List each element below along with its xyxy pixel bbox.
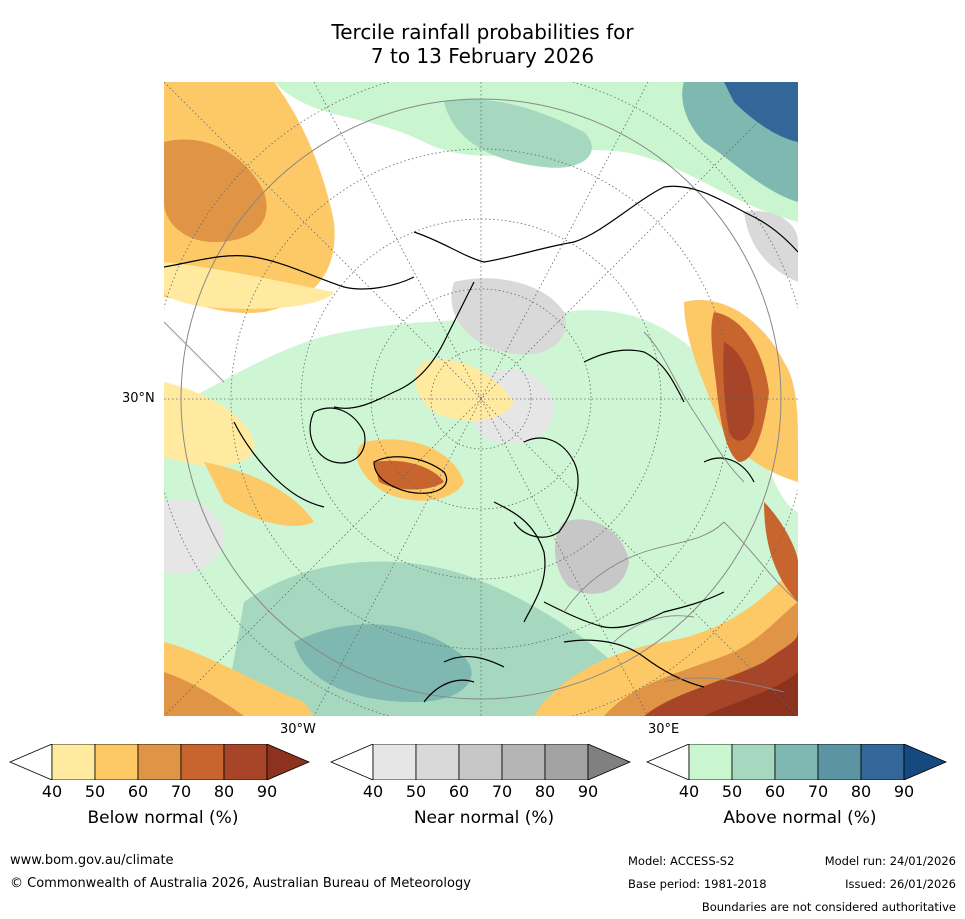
below-tick-label: 50 [84,782,106,801]
colorbar-below-normal: 40 50 60 70 80 90 Below normal (%) [8,744,318,849]
colorbar-below-graphic [8,744,311,780]
above-tick-label: 70 [807,782,829,801]
above-swatch-80 [860,744,905,780]
near-tick-label: 90 [577,782,599,801]
below-tick-label: 70 [170,782,192,801]
colorbar-below-ticks: 40 50 60 70 80 90 [8,782,318,802]
below-tick-label: 60 [127,782,149,801]
near-tick-label: 50 [405,782,427,801]
above-extend-high [903,744,948,780]
above-extend-low [645,744,690,780]
near-swatch-70 [501,744,546,780]
above-tick-label: 60 [764,782,786,801]
below-tick-label: 90 [256,782,278,801]
map-title: Tercile rainfall probabilities for 7 to … [0,20,965,68]
below-swatch-60 [137,744,182,780]
colorbar-near-label: Near normal (%) [413,808,555,828]
near-tick-label: 80 [534,782,556,801]
below-tick-label: 80 [213,782,235,801]
title-line-2: 7 to 13 February 2026 [370,44,595,68]
above-swatch-60 [774,744,819,780]
boundaries-disclaimer: Boundaries are not considered authoritat… [701,900,956,914]
near-swatch-50 [415,744,460,780]
near-extend-low [329,744,374,780]
near-swatch-80 [544,744,589,780]
below-extend-low [8,744,53,780]
near-swatch-60 [458,744,503,780]
model-text: Model: ACCESS-S2 [628,854,735,868]
colorbar-near-ticks: 40 50 60 70 80 90 [329,782,639,802]
colorbar-below-label: Below normal (%) [87,808,239,828]
colorbar-above-graphic [645,744,948,780]
below-swatch-50 [94,744,139,780]
lat-label-30n: 30°N [122,391,155,406]
above-tick-label: 90 [893,782,915,801]
issued-text: Issued: 26/01/2026 [845,877,956,891]
below-swatch-40 [51,744,96,780]
below-extend-high [266,744,311,780]
title-line-1: Tercile rainfall probabilities for [331,20,634,44]
model-run-text: Model run: 24/01/2026 [824,854,956,868]
copyright-text: © Commonwealth of Australia 2026, Austra… [10,876,471,891]
lon-label-30e: 30°E [648,722,680,737]
near-tick-label: 70 [491,782,513,801]
lon-label-30w: 30°W [280,722,316,737]
above-tick-label: 40 [678,782,700,801]
near-tick-label: 60 [448,782,470,801]
above-swatch-40 [688,744,733,780]
below-swatch-80 [223,744,268,780]
below-tick-label: 40 [41,782,63,801]
near-extend-high [587,744,632,780]
below-swatch-70 [180,744,225,780]
colorbar-above-ticks: 40 50 60 70 80 90 [645,782,955,802]
colorbar-above-label: Above normal (%) [723,808,877,828]
above-tick-label: 80 [850,782,872,801]
polar-map [164,82,798,716]
map-canvas [164,82,798,716]
colorbar-above-normal: 40 50 60 70 80 90 Above normal (%) [645,744,955,849]
colorbar-near-graphic [329,744,632,780]
near-tick-label: 40 [362,782,384,801]
website-link[interactable]: www.bom.gov.au/climate [10,853,174,868]
above-swatch-70 [817,744,862,780]
above-swatch-50 [731,744,776,780]
base-period-text: Base period: 1981-2018 [628,877,767,891]
above-tick-label: 50 [721,782,743,801]
colorbar-near-normal: 40 50 60 70 80 90 Near normal (%) [329,744,639,849]
near-swatch-40 [372,744,417,780]
